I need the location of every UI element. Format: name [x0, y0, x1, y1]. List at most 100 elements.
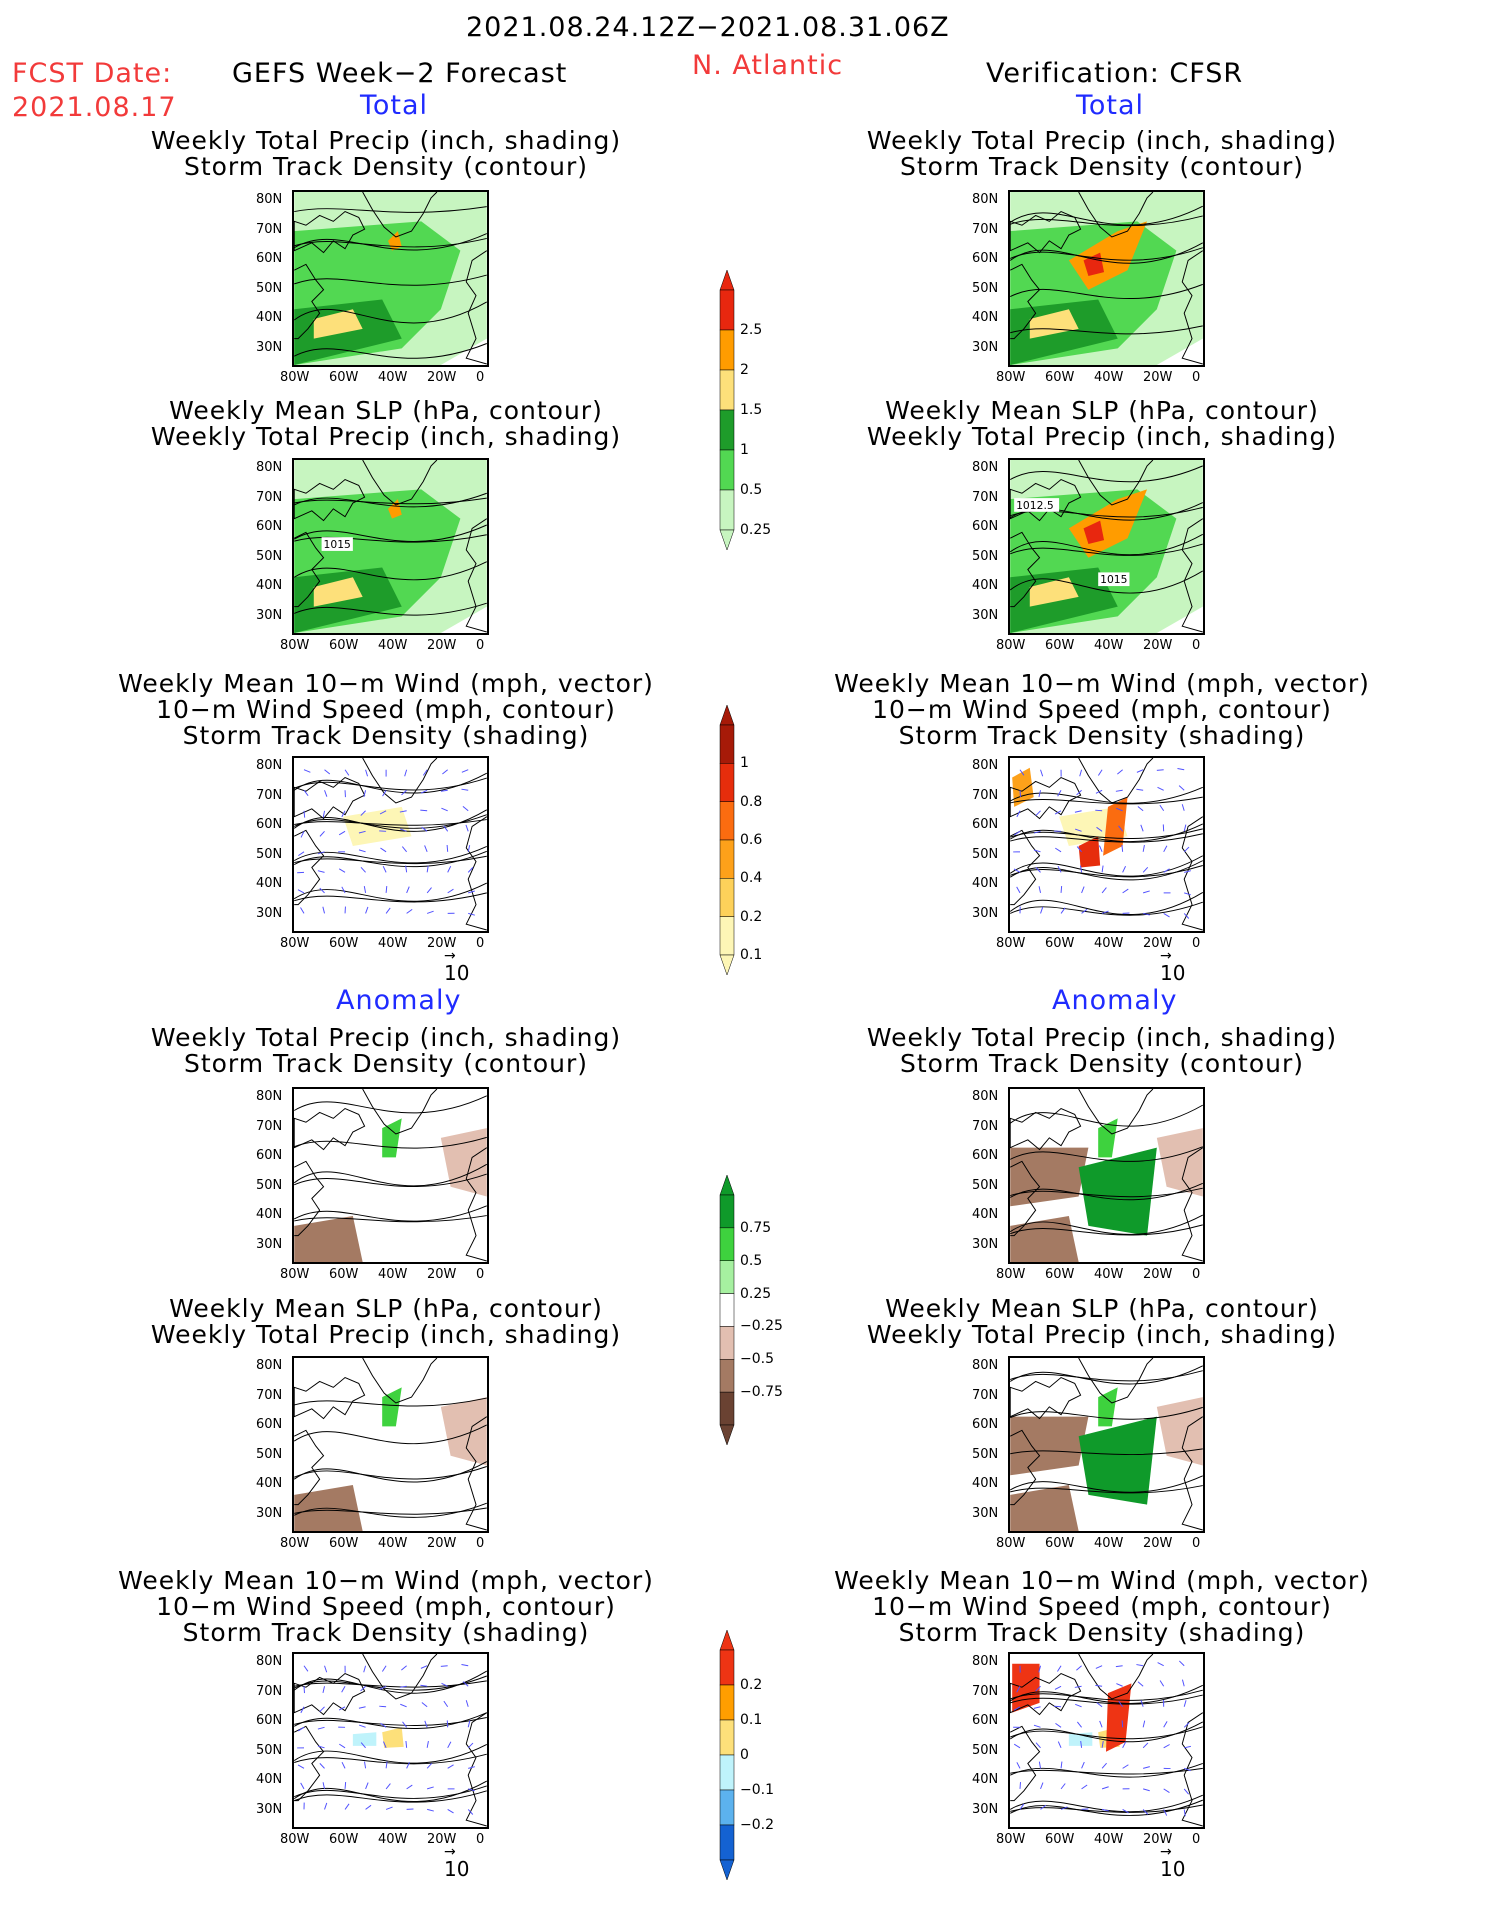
lat-tick-label: 70N [256, 1118, 283, 1134]
wind-vector [467, 1809, 474, 1815]
wind-vector [1122, 888, 1129, 894]
panel-title-line: Storm Track Density (contour) [183, 152, 589, 181]
wind-vector [1075, 1703, 1082, 1708]
colorbar-swatch [719, 801, 735, 841]
lon-tick-label: 20W [427, 936, 457, 951]
wind-vector [338, 830, 346, 836]
wind-vector [1055, 1722, 1062, 1728]
wind-vector [1184, 892, 1191, 896]
map-canvas [294, 1358, 487, 1531]
lon-tick-label: 60W [1045, 370, 1075, 385]
right-map-2: 1012.5 1015 [1008, 458, 1205, 635]
wind-vector [1163, 1744, 1170, 1749]
wind-vector [1142, 1720, 1146, 1728]
anom-shading-darkbrown-2 [1010, 1147, 1089, 1207]
contour-line [1010, 1104, 1203, 1127]
colorbar-swatch [719, 839, 735, 879]
wind-vector [401, 846, 408, 853]
wind-vector [420, 809, 428, 812]
greenland-outline [362, 1358, 438, 1404]
east-coast-outline [294, 1429, 325, 1506]
wind-vector [1183, 1700, 1187, 1707]
wind-vector [1035, 1742, 1041, 1749]
wind-vector [363, 1665, 367, 1673]
left-map-5 [292, 1356, 489, 1533]
left-panel-title-2: Weekly Mean SLP (hPa, contour) Weekly Tot… [86, 398, 686, 450]
greenland-outline [362, 758, 438, 804]
left-total-label: Total [360, 90, 429, 121]
wind-vector [1163, 1809, 1168, 1816]
wind-vector [1140, 1700, 1144, 1707]
north-america-coastline [294, 1376, 366, 1420]
wind-vector [324, 790, 328, 797]
lat-tick-label: 60N [972, 1417, 999, 1432]
wind-vector [405, 1740, 408, 1748]
anom-shading-darkbrown [1010, 1216, 1079, 1262]
wind-vector [360, 866, 366, 873]
wind-vector [365, 769, 368, 777]
contour-line [294, 301, 487, 324]
east-coast-outline [1010, 1429, 1041, 1506]
wind-vector [1057, 865, 1062, 873]
contour-line [294, 206, 487, 213]
wind-vector [421, 826, 428, 832]
wind-vector [1116, 807, 1123, 812]
lon-tick-label: 80W [996, 1267, 1026, 1282]
colorbar-swatch [719, 1649, 735, 1686]
wind-vector [1142, 1809, 1149, 1815]
right-anomaly-label: Anomaly [1052, 985, 1178, 1016]
anom-shading-brown [1156, 1128, 1203, 1197]
wind-vector [1076, 1721, 1082, 1728]
wind-vector [1019, 769, 1025, 776]
contour-line [1010, 1224, 1203, 1236]
wind-vector [1184, 1745, 1191, 1749]
contour-line [1010, 1721, 1203, 1743]
wind-vector [385, 885, 388, 893]
wind-vector [1183, 1809, 1186, 1817]
right-map-6 [1008, 1652, 1205, 1829]
wind-vector [1035, 1685, 1041, 1692]
colorbar-bottom-arrow [719, 1859, 735, 1881]
panel-title-line: Weekly Total Precip (inch, shading) [866, 1023, 1338, 1052]
wind-vector [1038, 886, 1042, 893]
wind-vector [426, 887, 432, 894]
lat-tick-label: 60N [256, 817, 283, 832]
colorbar-tick-label: 0.25 [740, 1285, 772, 1302]
contour-line [294, 809, 487, 832]
colorbar-tick-label: 2 [740, 362, 749, 378]
panel-title-line: Weekly Total Precip (inch, shading) [866, 126, 1338, 155]
lat-tick-label: 50N [972, 280, 999, 296]
wind-vector [319, 1706, 325, 1713]
greenland-outline [1078, 192, 1154, 238]
contour-line [1010, 1146, 1203, 1162]
lon-tick-label: 40W [378, 936, 408, 951]
lat-tick-label: 70N [256, 221, 283, 237]
colorbar-top-arrow [719, 704, 735, 726]
wind-vector [443, 1700, 449, 1708]
contour-line [1010, 1694, 1203, 1705]
wind-vector [1143, 1788, 1150, 1792]
region-title: N. Atlantic [692, 50, 844, 81]
colorbar-swatch [719, 1260, 735, 1294]
wind-vector [424, 845, 428, 853]
contour-line [1010, 325, 1203, 335]
wind-vector [1096, 826, 1103, 832]
wind-vector [360, 1742, 366, 1749]
wind-vector [1101, 865, 1104, 873]
wind-vector [1117, 769, 1123, 775]
lat-tick-label: 70N [972, 221, 999, 237]
panel-title-line: 10−m Wind Speed (mph, contour) [156, 695, 616, 724]
colorbar-swatch [719, 369, 735, 411]
wind-vector [465, 824, 469, 832]
contour-line [294, 1712, 487, 1729]
colorbar-tick-label: 1 [740, 755, 749, 772]
panel-title-line: Weekly Total Precip (inch, shading) [150, 422, 622, 451]
lat-tick-label: 50N [256, 1446, 283, 1462]
wind-vector [1143, 1766, 1150, 1769]
wind-vector [317, 1745, 325, 1749]
contour-line [1010, 1187, 1203, 1198]
east-coast-outline [1010, 829, 1041, 906]
lon-tick-label: 40W [1094, 370, 1124, 385]
colorbar-tick-label: 2.5 [740, 322, 763, 338]
colorbar-swatch [719, 1194, 735, 1229]
